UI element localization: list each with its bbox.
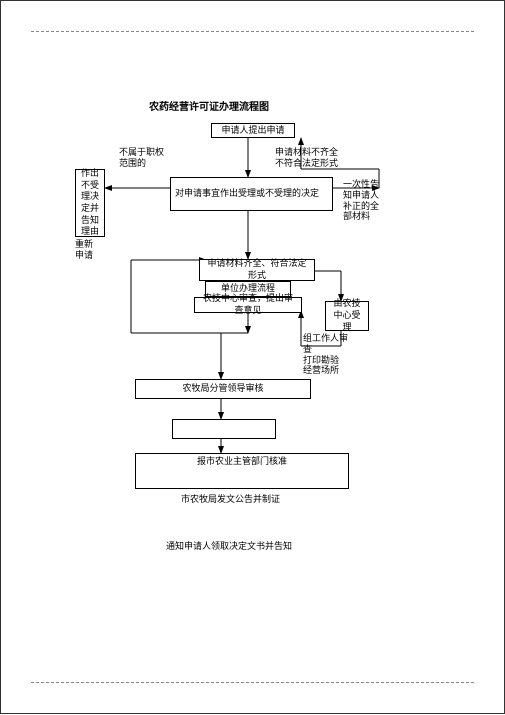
label-publish: 市农牧局发文公告并制证	[181, 494, 280, 505]
node-by-center-box: 由农技中心受理	[325, 301, 369, 331]
node-apply: 申请人提出申请	[211, 123, 295, 138]
node-reject-left: 作出不受理决定并告知理由	[75, 169, 105, 237]
label-notify: 通知申请人领取决定文书并告知	[166, 541, 292, 552]
node-center-review: 农技中心审查，提出审查意见	[194, 297, 302, 313]
label-incomplete: 申请材料不齐全 不符合法定形式	[275, 147, 375, 169]
label-not-scope: 不属于职权范围的	[119, 147, 165, 169]
diagram-title: 农药经营许可证办理流程图	[149, 98, 269, 113]
node-leader-review: 农牧局分管领导审核	[135, 379, 311, 399]
label-staff: 组工作人审查 打印勘验 经营场所	[303, 333, 353, 376]
label-once-notify: 一次性告知申请人补正的全部材料	[343, 179, 385, 222]
node-city-approve: 报市农业主管部门核准	[135, 453, 349, 489]
content: 农药经营许可证办理流程图 申请人提出申请 对申请事宜作出受理或不受理的决定 作出…	[1, 1, 504, 713]
node-blank1	[172, 419, 276, 439]
node-complete: 申请材料齐全、符合法定形式	[199, 259, 315, 281]
node-decide: 对申请事宜作出受理或不受理的决定	[170, 177, 333, 211]
label-reapply: 重新申请	[75, 239, 99, 261]
